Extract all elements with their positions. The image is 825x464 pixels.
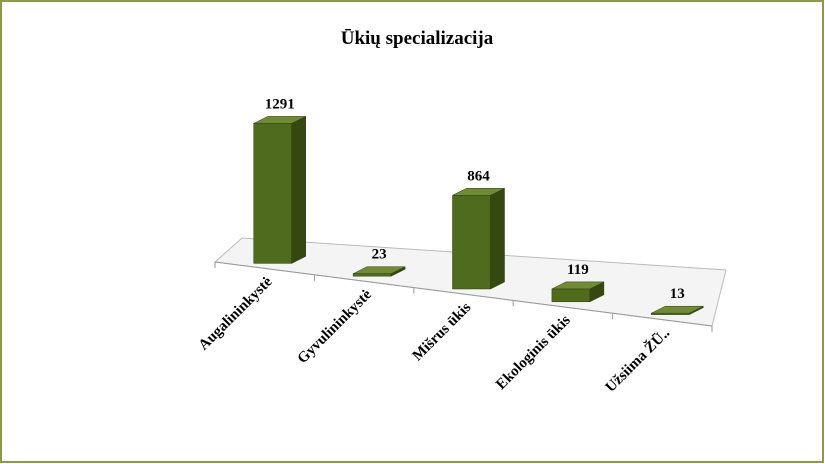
data-label: 13 [670,286,685,302]
bar-face [452,195,491,290]
bar-face [490,187,505,290]
bar-face [551,288,591,303]
bar-face [551,281,605,290]
bar-face [253,123,292,264]
data-label: 1291 [265,96,295,112]
x-axis [214,261,713,327]
bar-face [253,116,306,124]
data-label: 119 [567,262,589,278]
bar-face [352,273,392,277]
data-label: 864 [467,168,490,184]
bar [651,305,704,316]
bar [452,187,505,290]
bar-face [651,305,704,314]
bar [253,115,306,264]
bar [352,266,406,277]
bar-face [352,266,406,274]
bar-face [452,188,505,196]
data-label: 23 [372,247,387,263]
bar-face [291,115,306,264]
bar [551,281,605,303]
chart-title: Ūkių specializacija [341,28,494,49]
